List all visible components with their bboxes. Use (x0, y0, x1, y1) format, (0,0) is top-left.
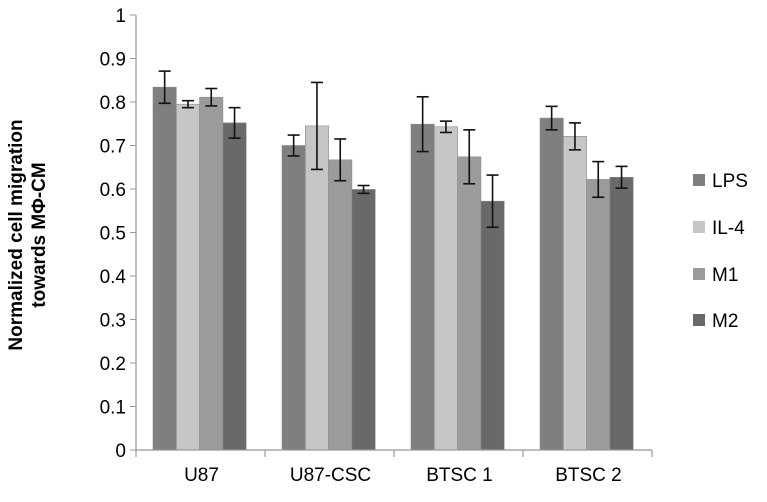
legend-swatch-lps (693, 174, 705, 186)
bar-m2 (480, 200, 505, 451)
legend-label: M1 (712, 265, 738, 286)
bar-m2 (222, 122, 247, 451)
y-tick-label: 0.5 (100, 224, 126, 245)
bar-il-4 (176, 103, 200, 451)
x-tick-label: U87-CSC (290, 465, 371, 486)
bar-m1 (586, 179, 611, 451)
y-tick-label: 0.6 (100, 180, 126, 201)
bar-lps (410, 123, 435, 451)
x-tick-label: BTSC 2 (555, 465, 622, 486)
x-tick-label: U87 (184, 465, 219, 486)
y-axis-label-line-1: Normalized cell migration (6, 119, 27, 350)
bar-m1 (199, 96, 224, 451)
y-tick-label: 0 (115, 441, 126, 462)
y-tick-label: 1 (115, 6, 126, 27)
bar-lps (152, 86, 177, 451)
y-tick-label: 0.8 (100, 93, 126, 114)
bar-il-4 (562, 136, 587, 451)
bar-lps (539, 117, 564, 451)
legend-swatch-il-4 (693, 221, 705, 233)
y-tick-label: 0.2 (100, 354, 126, 375)
y-tick-label: 0.9 (100, 50, 126, 71)
bar-lps (281, 145, 306, 451)
bar-m1 (457, 156, 482, 451)
x-tick-label: BTSC 1 (426, 465, 493, 486)
y-tick-label: 0.4 (100, 267, 127, 288)
y-tick-label: 0.1 (100, 398, 126, 419)
bar-m2 (351, 189, 376, 451)
y-axis-label-line-2: towards MΦ-CM (29, 162, 50, 307)
bar-il-4 (433, 126, 458, 451)
y-tick-label: 0.7 (100, 137, 126, 158)
legend-label: M2 (712, 311, 738, 332)
bar-il-4 (304, 125, 329, 451)
bar-m1 (328, 159, 353, 451)
y-tick-label: 0.3 (100, 311, 126, 332)
y-axis-label: Normalized cell migration towards MΦ-CM (6, 119, 50, 350)
bar-m2 (609, 176, 634, 451)
legend-swatch-m1 (693, 268, 705, 280)
legend-label: LPS (712, 171, 748, 192)
legend-swatch-m2 (693, 314, 705, 326)
legend-label: IL-4 (712, 218, 745, 239)
